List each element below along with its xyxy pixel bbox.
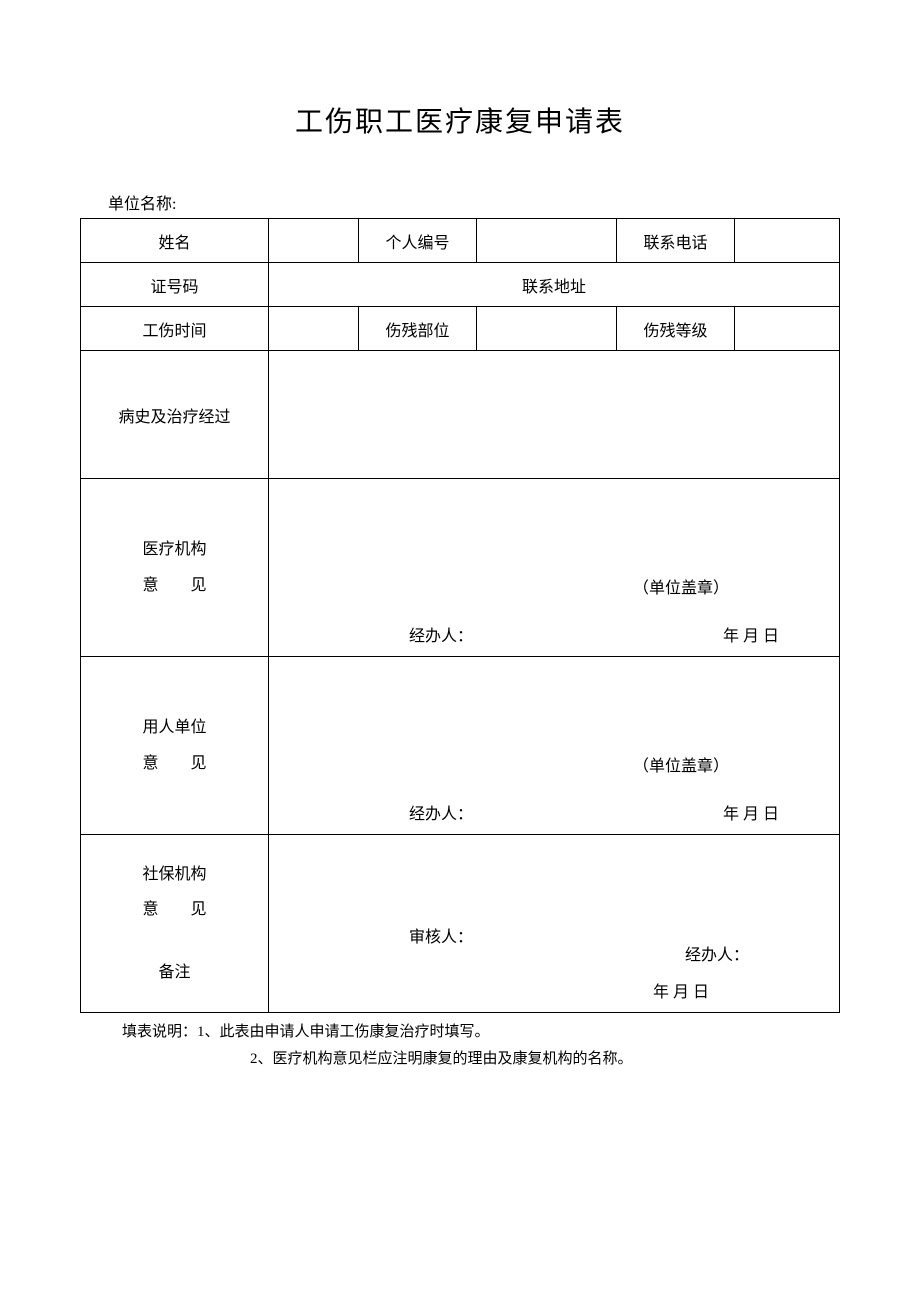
notes-line2: 2、医疗机构意见栏应注明康复的理由及康复机构的名称。 (80, 1046, 840, 1073)
employer-label-line2: 意 见 (81, 746, 268, 781)
cell-cert-label: 证号码 (81, 263, 269, 307)
employer-date-text: 年 月 日 (723, 800, 779, 824)
cell-injury-time-value[interactable] (269, 307, 359, 351)
cell-history-label: 病史及治疗经过 (81, 351, 269, 479)
cell-medical-institution-label: 医疗机构 意 见 (81, 479, 269, 657)
cell-phone-label: 联系电话 (617, 219, 735, 263)
form-notes: 填表说明：1、此表由申请人申请工伤康复治疗时填写。 2、医疗机构意见栏应注明康复… (80, 1019, 840, 1073)
cell-employer-opinion[interactable]: （单位盖章） 经办人： 年 月 日 (269, 657, 840, 835)
medical-label-line2: 意 见 (81, 568, 268, 603)
application-form-table: 姓名 个人编号 联系电话 证号码 联系地址 工伤时间 伤残部位 伤残等级 病史及… (80, 218, 840, 1013)
cell-phone-value[interactable] (735, 219, 840, 263)
remark-label: 备注 (81, 955, 268, 990)
social-label-line2: 意 见 (81, 892, 268, 927)
page-container: 工伤职工医疗康复申请表 单位名称: 姓名 个人编号 联系电话 证号码 联系地址 … (0, 0, 920, 1073)
cell-history-value[interactable] (269, 351, 840, 479)
table-row: 证号码 联系地址 (81, 263, 840, 307)
cell-medical-opinion[interactable]: （单位盖章） 经办人： 年 月 日 (269, 479, 840, 657)
social-label-line1: 社保机构 (81, 857, 268, 892)
employer-label-line1: 用人单位 (81, 710, 268, 745)
cell-name-value[interactable] (269, 219, 359, 263)
medical-handler-text: 经办人： (409, 622, 473, 646)
medical-label-line1: 医疗机构 (81, 532, 268, 567)
cell-disability-level-label: 伤残等级 (617, 307, 735, 351)
cell-injury-part-label: 伤残部位 (359, 307, 477, 351)
table-row: 医疗机构 意 见 （单位盖章） 经办人： 年 月 日 (81, 479, 840, 657)
table-row: 病史及治疗经过 (81, 351, 840, 479)
cell-address-label: 联系地址 (269, 263, 840, 307)
notes-line1: 填表说明：1、此表由申请人申请工伤康复治疗时填写。 (80, 1019, 840, 1046)
medical-date-text: 年 月 日 (723, 622, 779, 646)
cell-name-label: 姓名 (81, 219, 269, 263)
cell-personal-id-label: 个人编号 (359, 219, 477, 263)
cell-injury-part-value[interactable] (477, 307, 617, 351)
medical-seal-text: （单位盖章） (633, 574, 729, 598)
social-reviewer-text: 审核人： (409, 923, 473, 947)
table-row: 用人单位 意 见 （单位盖章） 经办人： 年 月 日 (81, 657, 840, 835)
social-date-text: 年 月 日 (653, 978, 709, 1002)
table-row: 工伤时间 伤残部位 伤残等级 (81, 307, 840, 351)
employer-seal-text: （单位盖章） (633, 752, 729, 776)
cell-personal-id-value[interactable] (477, 219, 617, 263)
cell-disability-level-value[interactable] (735, 307, 840, 351)
cell-social-security-label: 社保机构 意 见 备注 (81, 835, 269, 1013)
cell-social-opinion[interactable]: 审核人： 经办人： 年 月 日 (269, 835, 840, 1013)
social-handler-text: 经办人： (685, 941, 749, 965)
employer-handler-text: 经办人： (409, 800, 473, 824)
unit-name-label: 单位名称: (80, 190, 840, 214)
table-row: 姓名 个人编号 联系电话 (81, 219, 840, 263)
cell-injury-time-label: 工伤时间 (81, 307, 269, 351)
cell-employer-label: 用人单位 意 见 (81, 657, 269, 835)
form-title: 工伤职工医疗康复申请表 (80, 100, 840, 140)
